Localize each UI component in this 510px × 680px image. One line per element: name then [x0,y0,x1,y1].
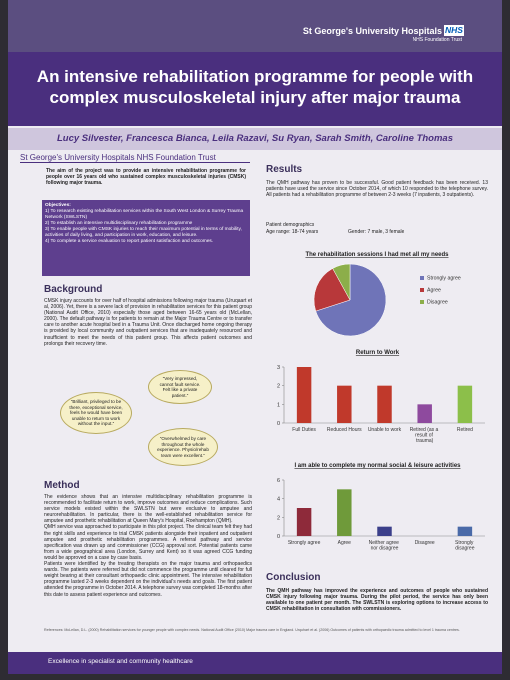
bar [457,385,473,423]
objective: 4) To complete a service evaluation to r… [45,238,214,244]
legend-swatch [420,300,424,304]
aim: The aim of the project was to provide an… [46,168,246,187]
method-text: The evidence shows that an intensive mul… [44,494,252,598]
y-tick-label: 4 [277,497,280,503]
footer-band: Excellence in specialist and community h… [8,652,502,674]
x-tick-label: Reduced Hours [327,427,362,433]
org-name: St George's University Hospitals [302,26,442,36]
pie-slice [313,268,351,312]
quote: “Brilliant, privileged to be there, exce… [60,392,132,434]
chart-title: I am able to complete my normal social &… [294,463,461,469]
title-band: An intensive rehabilitation programme fo… [8,52,502,126]
bar [377,526,392,536]
x-tick-label: Full Duties [292,427,316,433]
legend-label: Disagree [427,300,448,306]
chart-title: The rehabilitation sessions I had met al… [305,252,449,258]
conclusion-heading: Conclusion [266,572,321,583]
demographics-title: Patient demographics [266,222,315,228]
age-range: Age range: 18-74 years [266,229,319,235]
y-tick-label: 0 [277,421,280,427]
bar [377,385,392,423]
bar [296,508,312,536]
results-heading: Results [266,164,303,175]
y-tick-label: 2 [277,384,280,390]
bar [296,367,312,423]
legend-label: Strongly agree [427,276,461,282]
y-tick-label: 6 [277,478,280,484]
bar-chart: Return to Work 0 1 2 3 Full Duties Reduced Hou… [277,350,485,444]
authors-band: Lucy Silvester, Francesca Bianca, Leila … [8,128,502,150]
paragraph: Patients were identified by the treating… [44,561,252,598]
bar-chart: I am able to complete my normal social &… [277,463,485,552]
nhs-logo: NHS [444,25,464,36]
trust-banner: St George's University Hospitals NHS Fou… [20,153,250,163]
x-tick-label: Agree [338,540,352,546]
bar [457,526,473,536]
y-tick-label: 2 [277,515,280,521]
x-tick-label: Strongly agree [288,540,321,546]
conclusion-text: The QMH pathway has improved the experie… [266,588,488,613]
pie-chart: The rehabilitation sessions I had met al… [305,252,461,337]
legend-label: Agree [427,288,441,294]
background-heading: Background [44,284,103,295]
header-band: St George's University Hospitals NHS NHS… [8,0,502,52]
x-tick-label: Disagree [415,540,435,546]
references: References: McLellan, D.L. (2000) Rehabi… [44,628,460,632]
objective: 3) To enable people with CMSK injuries t… [45,226,242,238]
poster: St George's University Hospitals NHS NHS… [8,0,502,674]
bar [337,385,352,423]
y-tick-label: 1 [277,402,280,408]
x-tick-label: Unable to work [368,427,402,433]
poster-title: An intensive rehabilitation programme fo… [36,67,474,107]
objectives-title: Objectives: [45,203,71,208]
legend-swatch [420,288,424,292]
x-tick-label: Retired (as a result of trauma) [410,427,440,444]
objectives-box: Objectives: 1) To research existing reha… [42,200,250,276]
y-tick-label: 3 [277,365,280,371]
x-tick-label: Strongly disagree [455,540,475,552]
results-text: The QMH pathway has proven to be success… [266,180,488,199]
authors: Lucy Silvester, Francesca Bianca, Leila … [57,133,453,144]
bar [417,404,432,423]
objective: 1) To research existing rehabilitation s… [45,208,244,220]
trust-name: NHS Foundation Trust [412,37,462,43]
x-tick-label: Neither agree nor disagree [369,540,401,552]
quote: “Overwhelmed by care throughout the whol… [148,428,218,466]
x-tick-label: Retired [457,427,473,433]
pie-slice [332,263,351,301]
chart-title: Return to Work [356,350,400,356]
y-tick-label: 0 [277,534,280,540]
objective: 2) To establish an intensive multidiscip… [45,220,193,226]
pie-slice [315,263,387,337]
method-heading: Method [44,480,80,491]
legend-swatch [420,276,424,280]
quote: “Very impressed, cannot fault service. F… [148,370,212,404]
background-text: CMSK injury accounts for over half of ho… [44,298,252,347]
bar [337,489,352,536]
paragraph: The evidence shows that an intensive mul… [44,494,252,525]
footer-text: Excellence in specialist and community h… [48,658,193,665]
gender: Gender: 7 male, 3 female [348,229,405,235]
paragraph: QMH service was approached to participat… [44,524,252,561]
